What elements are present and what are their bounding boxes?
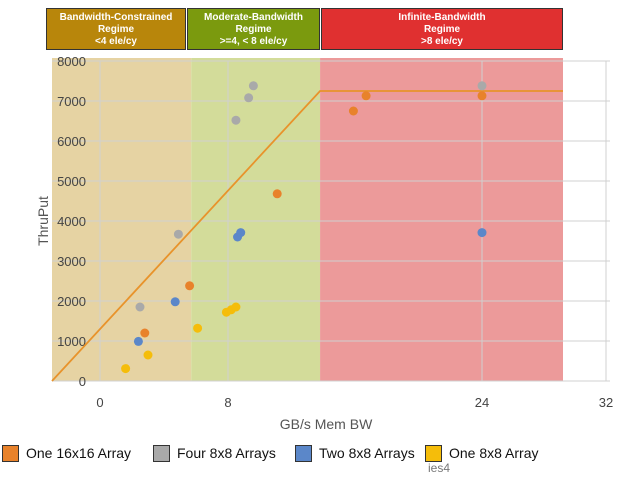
- x-axis-title: GB/s Mem BW: [280, 416, 373, 432]
- regime-moderate-bandwidth: Moderate-Bandwidth Regime >=4, < 8 ele/c…: [187, 8, 320, 50]
- regime-subtitle: Regime: [423, 24, 461, 35]
- y-tick-label: 6000: [57, 134, 86, 149]
- y-tick-label: 1000: [57, 334, 86, 349]
- data-point: [231, 302, 241, 312]
- regime-range: >8 ele/cy: [421, 36, 463, 47]
- data-point: [348, 106, 358, 116]
- legend-label: One 8x8 Array: [449, 445, 539, 461]
- y-axis-title: ThruPut: [35, 196, 51, 246]
- regime-region: [191, 58, 321, 381]
- chart-legend: One 16x16 Array Four 8x8 Arrays Two 8x8 …: [0, 444, 638, 464]
- data-point: [135, 302, 145, 312]
- regime-subtitle: Regime: [97, 24, 135, 35]
- data-point: [236, 228, 246, 238]
- y-tick-label: 0: [79, 374, 86, 389]
- data-point: [185, 281, 195, 291]
- data-point: [231, 115, 241, 125]
- y-tick-label: 4000: [57, 214, 86, 229]
- data-point: [173, 229, 183, 239]
- y-tick-label: 8000: [57, 54, 86, 69]
- data-point: [272, 189, 282, 199]
- x-tick-label: 8: [224, 395, 231, 410]
- data-point: [133, 336, 143, 346]
- x-tick-label: 32: [599, 395, 613, 410]
- regime-region: [320, 58, 563, 381]
- legend-swatch: [425, 445, 442, 462]
- y-tick-label: 7000: [57, 94, 86, 109]
- legend-label: Two 8x8 Arrays: [319, 445, 415, 461]
- data-point: [121, 364, 131, 374]
- x-tick-label: 24: [475, 395, 489, 410]
- roofline: [51, 90, 563, 382]
- regime-bandwidth-constrained: Bandwidth-Constrained Regime <4 ele/cy: [46, 8, 186, 50]
- regime-range: >=4, < 8 ele/cy: [219, 36, 288, 47]
- data-point: [143, 350, 153, 360]
- data-point: [361, 91, 371, 101]
- regime-region: [52, 58, 192, 381]
- legend-swatch: [2, 445, 19, 462]
- legend-swatch: [295, 445, 312, 462]
- regime-range: <4 ele/cy: [95, 36, 137, 47]
- y-tick-label: 3000: [57, 254, 86, 269]
- data-point: [477, 91, 487, 101]
- regime-subtitle: Regime: [235, 24, 272, 35]
- regime-title: Infinite-Bandwidth: [398, 12, 486, 23]
- legend-label: One 16x16 Array: [26, 445, 132, 461]
- data-point: [477, 228, 487, 238]
- data-point: [193, 323, 203, 333]
- regime-infinite-bandwidth: Infinite-Bandwidth Regime >8 ele/cy: [321, 8, 563, 50]
- regime-title: Bandwidth-Constrained: [59, 12, 173, 23]
- y-tick-label: 5000: [57, 174, 86, 189]
- x-tick-label: 0: [96, 395, 103, 410]
- data-point: [248, 81, 258, 91]
- y-tick-label: 2000: [57, 294, 86, 309]
- data-point: [477, 81, 487, 91]
- data-point: [140, 328, 150, 338]
- legend-label: Four 8x8 Arrays: [177, 445, 276, 461]
- stray-text: ies4: [428, 461, 451, 475]
- data-point: [244, 93, 254, 103]
- data-point: [170, 297, 180, 307]
- legend-swatch: [153, 445, 170, 462]
- regime-title: Moderate-Bandwidth: [204, 12, 303, 23]
